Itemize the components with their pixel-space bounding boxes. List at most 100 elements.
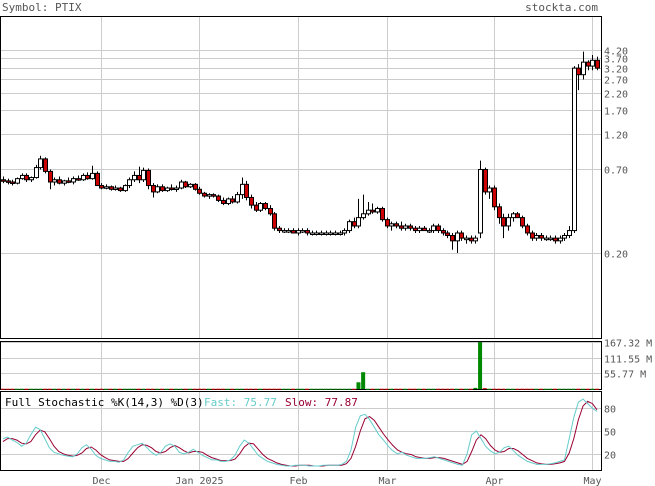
volume-bar	[328, 388, 333, 390]
candle-body	[104, 186, 109, 189]
candle-body	[511, 213, 516, 219]
volume-bar	[580, 388, 585, 390]
candle-body	[95, 172, 100, 187]
volume-bar	[169, 388, 174, 390]
price-tick-label: 2.70	[604, 76, 628, 87]
volume-bar	[375, 388, 380, 390]
volume-bar	[403, 388, 408, 390]
volume-bar	[253, 388, 258, 390]
volume-bar	[47, 388, 52, 390]
volume-bar	[384, 388, 389, 390]
candle-body	[586, 61, 591, 67]
volume-bar	[538, 388, 543, 390]
volume-bar	[286, 388, 291, 390]
candle-body	[118, 187, 123, 192]
candle-body	[342, 230, 347, 234]
candle-body	[370, 209, 375, 213]
price-tick-label: 1.20	[604, 131, 628, 142]
volume-bar	[398, 388, 403, 390]
candle-body	[15, 178, 20, 184]
candle-body	[361, 213, 366, 219]
candle-body	[520, 217, 525, 227]
candle-body	[286, 230, 291, 233]
volume-bar	[295, 388, 300, 390]
price-tick-label: 3.20	[604, 65, 628, 76]
volume-bar	[188, 388, 193, 390]
candle-body	[515, 213, 520, 219]
candle-body	[544, 237, 549, 241]
candle-body	[473, 237, 478, 242]
volume-bar	[370, 388, 375, 390]
volume-bar	[552, 388, 557, 390]
candle-body	[352, 221, 357, 227]
x-axis-label: Mar	[378, 476, 396, 486]
volume-bar	[506, 388, 511, 390]
candle-body	[85, 174, 90, 180]
volume-bar	[183, 388, 188, 390]
volume-bar	[566, 388, 571, 390]
x-axis-label: Feb	[289, 476, 307, 486]
volume-bar	[333, 388, 338, 390]
stochastic-tick-label: 80	[604, 405, 616, 416]
volume-bar	[52, 388, 57, 390]
volume-bar	[323, 388, 328, 390]
volume-bar	[131, 388, 136, 390]
volume-bar	[103, 388, 108, 390]
candle-body	[197, 188, 202, 194]
volume-bar	[262, 388, 267, 390]
stochastic-tick-label: 20	[604, 451, 616, 462]
volume-bar	[309, 388, 314, 390]
candle-body	[52, 179, 57, 183]
volume-bar	[454, 388, 459, 390]
candle-body	[487, 187, 492, 193]
volume-panel-frame	[0, 341, 602, 390]
candle-body	[10, 181, 15, 185]
candle-body	[282, 230, 287, 233]
volume-bar	[487, 388, 492, 390]
price-panel-frame	[0, 16, 602, 339]
volume-bar	[66, 388, 71, 390]
candle-body	[38, 158, 43, 169]
volume-bar	[61, 388, 66, 390]
volume-bar	[524, 388, 529, 390]
volume-bar	[150, 388, 155, 390]
candle-body	[109, 186, 114, 190]
candle-body	[174, 187, 179, 191]
candle-body	[464, 237, 469, 241]
candle-body	[562, 235, 567, 239]
candle-body	[408, 225, 413, 229]
candle-body	[249, 196, 254, 206]
volume-bar	[234, 388, 239, 390]
candle-body	[216, 195, 221, 201]
candle-body	[71, 178, 76, 183]
price-tick-label: 1.70	[604, 107, 628, 118]
candle-body	[403, 225, 408, 229]
volume-bar	[314, 388, 319, 390]
volume-bar	[510, 388, 515, 390]
candle-body	[576, 67, 581, 76]
candle-body	[595, 59, 600, 69]
price-tick-label: 0.20	[604, 250, 628, 261]
volume-bar	[71, 388, 76, 390]
candle-body	[29, 177, 34, 181]
candle-body	[427, 230, 432, 233]
volume-bar	[468, 388, 473, 390]
volume-bar	[15, 388, 20, 390]
candle-body	[188, 183, 193, 188]
volume-bar	[24, 388, 29, 390]
candle-body	[277, 227, 282, 232]
symbol-label: Symbol: PTIX	[2, 1, 82, 14]
candle-body	[221, 199, 226, 205]
candle-body	[590, 59, 595, 67]
candle-body	[328, 232, 333, 235]
volume-bar	[393, 388, 398, 390]
candle-body	[160, 186, 165, 192]
candle-body	[244, 183, 249, 198]
volume-bar	[141, 388, 146, 390]
volume-bar	[192, 388, 197, 390]
candle-body	[207, 194, 212, 197]
volume-bar	[29, 388, 34, 390]
candle-body	[76, 178, 81, 181]
volume-bar	[145, 388, 150, 390]
